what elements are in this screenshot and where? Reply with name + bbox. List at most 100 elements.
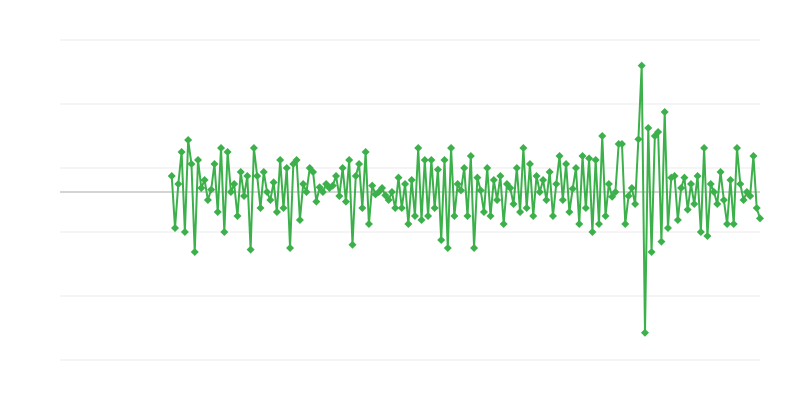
point-marker	[404, 220, 413, 228]
point-marker	[604, 180, 613, 188]
point-marker	[447, 144, 456, 152]
point-marker	[174, 180, 183, 188]
point-marker	[723, 220, 732, 228]
point-marker	[581, 204, 590, 212]
point-marker	[217, 144, 226, 152]
point-marker	[552, 180, 561, 188]
point-marker	[479, 208, 488, 216]
point-marker	[226, 188, 235, 196]
point-marker	[608, 192, 617, 201]
point-marker	[230, 180, 239, 188]
point-marker	[276, 156, 285, 164]
point-marker	[499, 220, 508, 228]
point-marker	[693, 172, 702, 180]
point-marker	[318, 188, 327, 196]
point-marker	[368, 181, 377, 190]
point-marker	[190, 248, 199, 256]
point-marker	[621, 220, 630, 228]
point-marker	[709, 188, 718, 196]
point-marker	[427, 156, 436, 164]
point-marker	[516, 208, 525, 216]
point-marker	[647, 248, 656, 256]
point-marker	[525, 160, 534, 168]
point-marker	[558, 196, 567, 204]
point-marker	[282, 164, 291, 172]
point-marker	[756, 214, 764, 223]
point-marker	[739, 196, 748, 204]
point-marker	[256, 204, 265, 212]
point-marker	[598, 132, 607, 140]
point-marker	[417, 216, 426, 224]
point-marker	[345, 156, 354, 164]
point-marker	[253, 172, 262, 180]
point-marker	[713, 200, 722, 208]
point-marker	[213, 208, 222, 216]
point-marker	[443, 244, 452, 252]
point-marker	[200, 176, 209, 184]
point-marker	[686, 180, 695, 188]
point-marker	[355, 160, 364, 168]
point-marker	[420, 156, 429, 164]
point-marker	[591, 156, 600, 164]
point-marker	[263, 188, 272, 196]
point-marker	[489, 176, 498, 184]
point-marker	[594, 220, 603, 228]
point-marker	[171, 224, 180, 232]
point-marker	[266, 196, 275, 204]
point-marker	[194, 156, 203, 164]
point-marker	[506, 184, 515, 192]
point-marker	[440, 156, 449, 164]
point-marker	[654, 128, 663, 136]
point-marker	[292, 156, 301, 164]
point-marker	[299, 180, 308, 188]
point-marker	[433, 165, 442, 174]
point-marker	[726, 176, 735, 184]
point-marker	[677, 184, 686, 192]
point-marker	[328, 181, 337, 190]
point-marker	[414, 144, 423, 152]
point-marker	[207, 185, 216, 194]
point-marker	[690, 200, 699, 208]
point-marker	[752, 204, 761, 212]
point-marker	[272, 208, 281, 216]
point-marker	[394, 173, 403, 182]
point-marker	[463, 212, 472, 220]
point-marker	[545, 168, 554, 176]
point-marker	[535, 188, 544, 196]
point-marker	[460, 164, 469, 172]
point-marker	[483, 164, 492, 172]
point-marker	[453, 180, 462, 188]
point-marker	[361, 148, 370, 156]
data-line	[170, 65, 761, 333]
point-marker	[450, 212, 459, 220]
point-marker	[279, 204, 288, 212]
point-marker	[673, 216, 682, 224]
point-marker	[496, 172, 505, 180]
point-marker	[424, 212, 433, 220]
point-marker	[309, 168, 318, 176]
point-marker	[302, 188, 311, 196]
point-marker	[180, 228, 189, 236]
point-marker	[476, 186, 485, 195]
point-marker	[391, 204, 400, 212]
point-marker	[588, 228, 597, 236]
point-marker	[197, 184, 206, 192]
point-marker	[401, 180, 410, 188]
point-marker	[381, 191, 390, 200]
point-marker	[532, 172, 541, 180]
point-marker	[696, 228, 705, 236]
point-marker	[430, 204, 439, 212]
point-marker	[437, 236, 446, 244]
point-marker	[719, 196, 728, 204]
point-marker	[736, 180, 745, 188]
point-marker	[539, 176, 548, 184]
point-marker	[203, 196, 212, 204]
point-marker	[473, 173, 482, 182]
point-marker	[568, 184, 577, 193]
point-marker	[578, 152, 587, 160]
point-marker	[210, 160, 219, 168]
point-marker	[683, 205, 692, 214]
point-marker	[585, 154, 594, 163]
